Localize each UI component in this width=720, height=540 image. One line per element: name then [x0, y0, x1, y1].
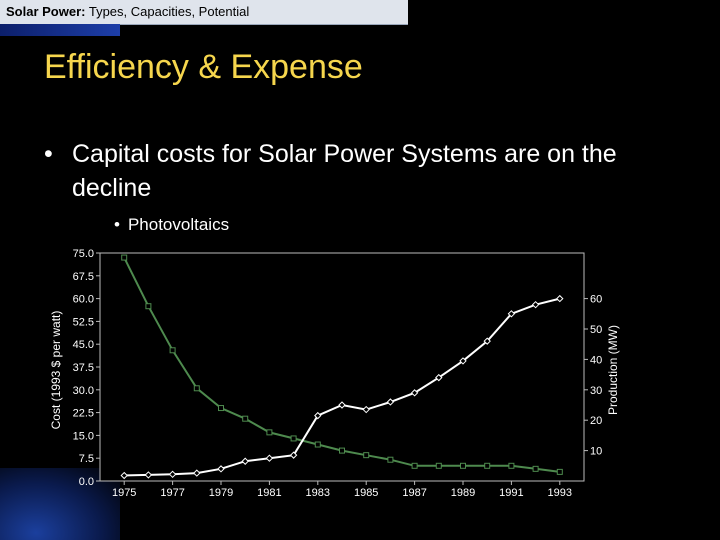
- x-tick-label: 1981: [257, 487, 281, 499]
- y-right-tick-label: 10: [590, 446, 602, 458]
- header-topic: Solar Power: Types, Capacities, Potentia…: [6, 4, 249, 19]
- x-tick-label: 1989: [451, 487, 475, 499]
- cost-point: [339, 447, 345, 454]
- y-left-tick-label: 60.0: [73, 294, 94, 306]
- x-tick-label: 1979: [209, 487, 233, 499]
- bullet-sub-glyph: •: [114, 215, 120, 234]
- y-right-tick-label: 20: [590, 415, 602, 427]
- cost-point: [121, 254, 128, 261]
- cost-point: [242, 415, 249, 422]
- bullet-main-text: Capital costs for Solar Power Systems ar…: [72, 140, 617, 202]
- y-left-tick-label: 45.0: [73, 339, 94, 351]
- y-left-tick-labels: 0.0 7.5 15.0 22.5 30.0 37.5 45.0 52.5 60.0 67.5 75…: [73, 248, 100, 488]
- header-topic-rest: Types, Capacities, Potential: [85, 4, 250, 19]
- cost-production-chart: Cost (1993 $ per watt) Production (MW) 0…: [49, 248, 620, 499]
- y-left-tick-label: 0.0: [79, 476, 94, 488]
- corner-stripe: [0, 24, 120, 36]
- cost-point: [556, 468, 563, 475]
- production-point: [314, 411, 322, 420]
- y-right-tick-label: 50: [590, 324, 602, 336]
- y-right-label: Production (MW): [606, 325, 620, 415]
- cost-point: [193, 385, 200, 392]
- y-left-tick-label: 52.5: [73, 316, 94, 328]
- bullet-sub-text: Photovoltaics: [127, 215, 230, 234]
- x-tick-label: 1991: [499, 487, 523, 499]
- cost-point: [290, 435, 297, 442]
- y-left-tick-label: 67.5: [73, 271, 94, 283]
- header-band: Solar Power: Types, Capacities, Potentia…: [0, 0, 408, 25]
- bullet-sub: • Photovoltaics: [114, 215, 229, 235]
- cost-point: [218, 405, 224, 412]
- cost-point: [532, 465, 539, 472]
- slide-title: Efficiency & Expense: [44, 48, 363, 86]
- x-tick-label: 1985: [354, 487, 378, 499]
- x-tick-label: 1975: [112, 487, 136, 499]
- cost-point: [411, 462, 418, 469]
- production-point: [483, 337, 491, 345]
- y-left-tick-label: 37.5: [73, 362, 94, 374]
- bullet-main-glyph: •: [44, 140, 53, 168]
- production-point: [435, 373, 443, 382]
- y-left-tick-label: 75.0: [73, 248, 94, 260]
- y-right-tick-label: 40: [590, 354, 602, 366]
- production-point: [217, 465, 225, 473]
- cost-point: [363, 452, 370, 459]
- cost-point: [266, 429, 273, 436]
- x-tick-label: 1977: [160, 487, 184, 499]
- cost-point: [508, 462, 515, 469]
- production-point: [386, 398, 395, 406]
- series-layer: [120, 254, 564, 480]
- production-point: [338, 401, 346, 409]
- x-tick-label: 1993: [548, 487, 572, 499]
- x-tick-label: 1987: [402, 487, 426, 499]
- x-tick-label: 1983: [306, 487, 330, 499]
- y-left-tick-label: 7.5: [79, 453, 94, 465]
- production-point: [241, 457, 249, 465]
- cost-point: [387, 456, 394, 463]
- production-point: [459, 357, 467, 365]
- cost-point: [460, 462, 466, 469]
- production-point: [556, 294, 564, 303]
- production-point: [265, 454, 274, 462]
- y-left-tick-label: 22.5: [73, 408, 94, 420]
- plot-area: [99, 252, 585, 482]
- y-left-label: Cost (1993 $ per watt): [49, 311, 63, 430]
- cost-point: [145, 303, 152, 310]
- x-tick-labels: 1975 1977 1979 1981 1983 1985 1987 1989 1991 1993: [112, 481, 572, 499]
- header-topic-bold: Solar Power:: [6, 4, 86, 19]
- cost-point: [314, 441, 321, 448]
- y-right-tick-label: 60: [590, 294, 602, 306]
- production-point: [120, 471, 128, 480]
- production-point: [410, 389, 419, 397]
- cost-point: [435, 462, 442, 469]
- y-right-tick-labels: 10 20 30 40 50 60: [584, 294, 602, 458]
- y-left-tick-label: 30.0: [73, 385, 94, 397]
- production-point: [289, 451, 298, 459]
- production-point: [193, 469, 201, 477]
- production-point: [362, 405, 370, 414]
- cost-point: [169, 347, 176, 354]
- cost-point: [484, 462, 491, 469]
- production-point: [507, 310, 516, 318]
- y-left-tick-label: 15.0: [73, 430, 94, 442]
- production-point: [168, 470, 177, 479]
- y-right-tick-label: 30: [590, 385, 602, 397]
- production-point: [531, 300, 540, 309]
- production-point: [144, 471, 153, 479]
